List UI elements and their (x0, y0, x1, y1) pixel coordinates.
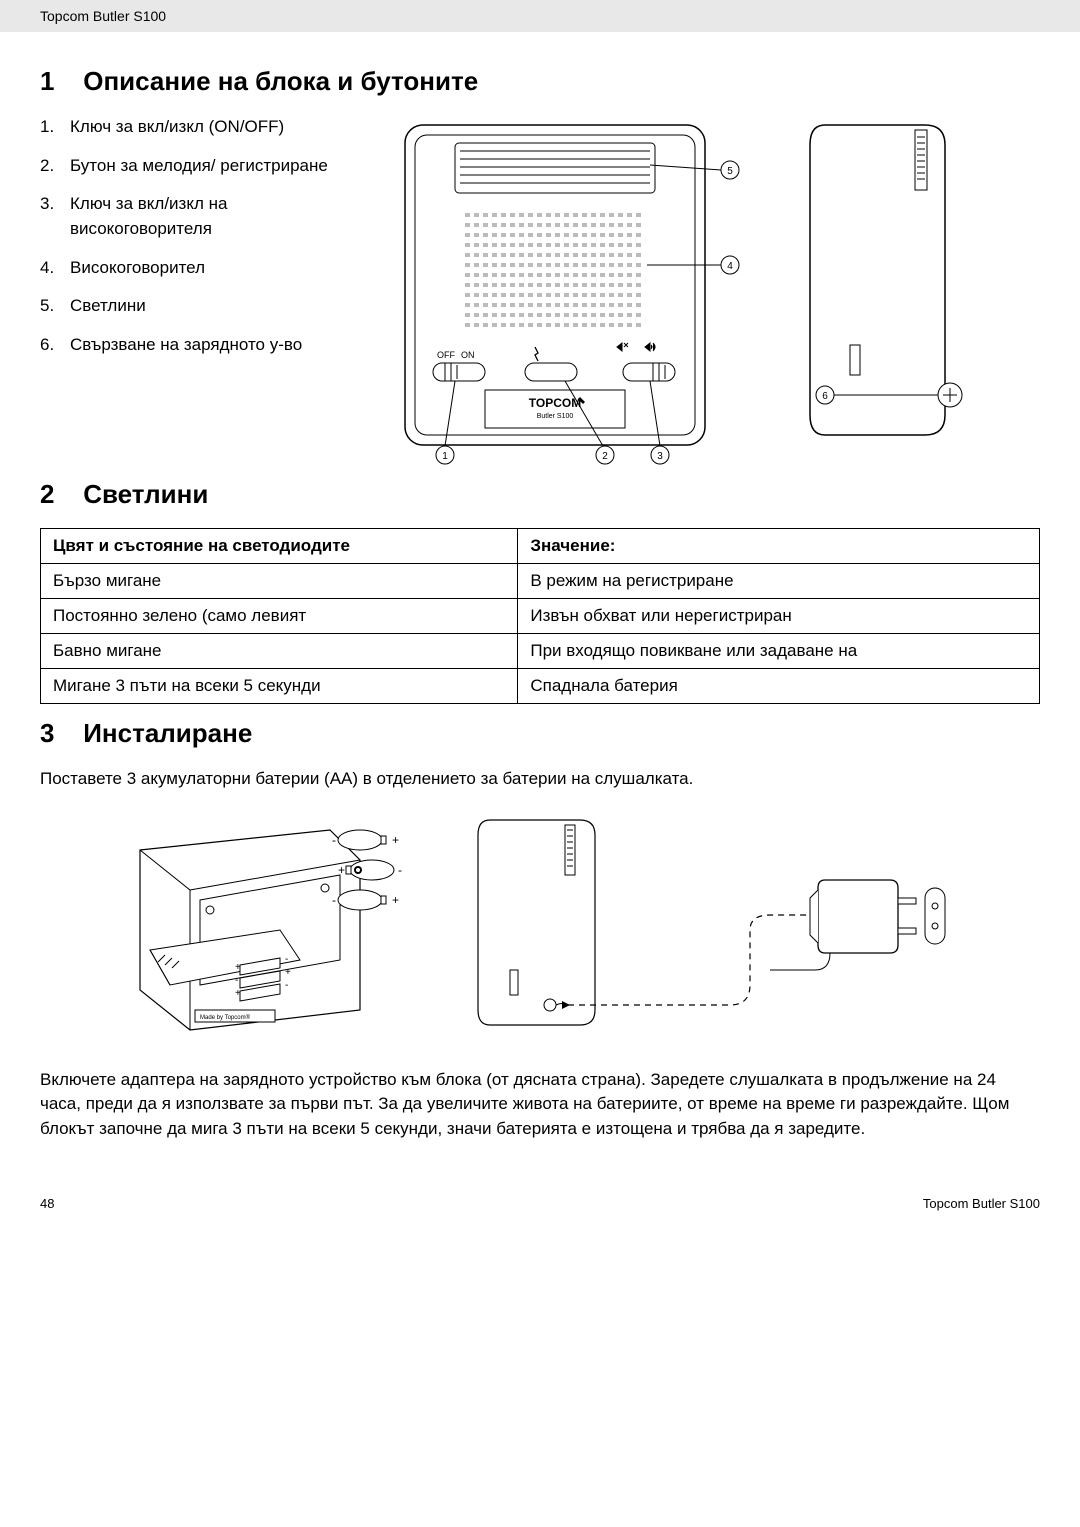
list-item: 5.Светлини (40, 294, 340, 319)
list-item: 3.Ключ за вкл/изкл на високоговорителя (40, 192, 340, 241)
table-header: Цвят и състояние на светодиодите (41, 529, 518, 564)
diagram-column: OFF ON TOPCOM Butler S1 (360, 115, 1040, 465)
table-row: Цвят и състояние на светодиодите Значени… (41, 529, 1040, 564)
table-row: Бързо мигане В режим на регистриране (41, 564, 1040, 599)
page-number: 48 (40, 1196, 54, 1211)
svg-text:+: + (392, 893, 399, 907)
on-label: ON (461, 350, 475, 360)
list-item: 1.Ключ за вкл/изкл (ON/OFF) (40, 115, 340, 140)
svg-text:-: - (398, 863, 402, 877)
device-side-diagram: 6 (795, 115, 1015, 465)
header-model: Topcom Butler S100 (40, 8, 166, 24)
brand-label: TOPCOM (529, 396, 581, 410)
table-row: Бавно мигане При входящо повикване или з… (41, 634, 1040, 669)
footer-model: Topcom Butler S100 (923, 1196, 1040, 1211)
section-1-text: Описание на блока и бутоните (83, 66, 478, 96)
install-diagrams: + - - + + - - + + - - + Made by Topcom® (40, 810, 1040, 1040)
list-item: 6.Свързване на зарядното у-во (40, 333, 340, 358)
section-2-text: Светлини (83, 479, 208, 509)
svg-text:-: - (332, 893, 336, 907)
svg-text:Made by Topcom®: Made by Topcom® (200, 1014, 251, 1021)
battery-diagram: + - - + + - - + + - - + Made by Topcom® (100, 810, 430, 1040)
brand-sub: Butler S100 (537, 413, 574, 420)
section-3-text: Инсталиране (83, 718, 252, 748)
list-item: 2.Бутон за мелодия/ регистриране (40, 154, 340, 179)
section-2-num: 2 (40, 479, 76, 510)
svg-text:-: - (332, 833, 336, 847)
svg-text:+: + (392, 833, 399, 847)
page-footer: 48 Topcom Butler S100 (0, 1186, 1080, 1241)
device-front-diagram: OFF ON TOPCOM Butler S1 (385, 115, 765, 465)
svg-text:-: - (285, 980, 288, 991)
section-3-title: 3 Инсталиране (40, 718, 1040, 749)
svg-text:5: 5 (727, 166, 733, 177)
parts-list-column: 1.Ключ за вкл/изкл (ON/OFF) 2.Бутон за м… (40, 115, 340, 465)
section-1-row: 1.Ключ за вкл/изкл (ON/OFF) 2.Бутон за м… (40, 115, 1040, 465)
svg-text:1: 1 (442, 451, 448, 462)
svg-text:6: 6 (822, 391, 828, 402)
svg-text:2: 2 (602, 451, 608, 462)
svg-text:+: + (235, 962, 241, 973)
table-header: Значение: (518, 529, 1040, 564)
section-1-title: 1 Описание на блока и бутоните (40, 66, 1040, 97)
svg-text:3: 3 (657, 451, 663, 462)
list-item: 4.Високоговорител (40, 256, 340, 281)
header-bar: Topcom Butler S100 (0, 0, 1080, 32)
charger-diagram (470, 810, 950, 1040)
parts-list: 1.Ключ за вкл/изкл (ON/OFF) 2.Бутон за м… (40, 115, 340, 357)
svg-text:+: + (285, 967, 291, 978)
svg-text:-: - (235, 975, 238, 986)
table-row: Постоянно зелено (само левият Извън обхв… (41, 599, 1040, 634)
svg-text:+: + (235, 988, 241, 999)
install-paragraph: Включете адаптера на зарядното устройств… (40, 1068, 1040, 1142)
svg-text:4: 4 (727, 261, 733, 272)
off-label: OFF (437, 350, 455, 360)
section-2-title: 2 Светлини (40, 479, 1040, 510)
section-3-num: 3 (40, 718, 76, 749)
page-content: 1 Описание на блока и бутоните 1.Ключ за… (0, 32, 1080, 1186)
section-1-num: 1 (40, 66, 76, 97)
table-row: Мигане 3 пъти на всеки 5 секунди Спаднал… (41, 669, 1040, 704)
svg-text:+: + (338, 863, 345, 877)
svg-text:-: - (285, 954, 288, 965)
led-table: Цвят и състояние на светодиодите Значени… (40, 528, 1040, 704)
install-intro: Поставете 3 акумулаторни батерии (АА) в … (40, 767, 1040, 792)
